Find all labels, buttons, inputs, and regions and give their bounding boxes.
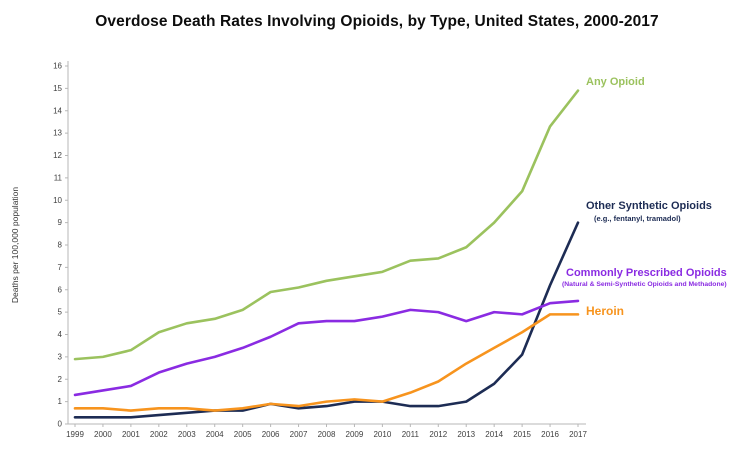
line-other-synthetic-opioids — [73, 221, 580, 419]
y-tick-label: 6 — [58, 285, 63, 294]
x-tick-label: 2017 — [569, 430, 587, 439]
y-tick-label: 9 — [58, 218, 63, 227]
y-tick-label: 8 — [58, 241, 63, 250]
legend-commonly-prescribed-opioids-sublabel: (Natural & Semi-Synthetic Opioids and Me… — [562, 281, 727, 288]
x-tick-label: 2010 — [373, 430, 391, 439]
x-tick-label: 2013 — [457, 430, 475, 439]
x-tick-label: 2006 — [262, 430, 280, 439]
x-tick-label: 2007 — [290, 430, 308, 439]
x-tick-label: 2008 — [318, 430, 336, 439]
y-tick-label: 2 — [58, 375, 63, 384]
x-tick-label: 2000 — [94, 430, 112, 439]
x-tick-label: 2014 — [485, 430, 503, 439]
y-tick-label: 13 — [53, 129, 62, 138]
legend-heroin: Heroin — [586, 304, 625, 318]
x-tick-label: 2005 — [234, 430, 252, 439]
y-tick-label: 15 — [53, 84, 62, 93]
y-tick-label: 5 — [58, 308, 63, 317]
y-tick-label: 12 — [53, 151, 62, 160]
x-tick-label: 2009 — [346, 430, 364, 439]
x-tick-label: 1999 — [66, 430, 84, 439]
x-tick-label: 2016 — [541, 430, 559, 439]
y-tick-label: 3 — [58, 352, 63, 361]
y-tick-label: 0 — [58, 420, 63, 429]
legend-other-synthetic-opioids-sublabel: (e.g., fentanyl, tramadol) — [594, 214, 681, 223]
line-any-opioid — [73, 89, 580, 361]
legend-any-opioid: Any Opioid — [586, 76, 645, 88]
y-tick-label: 11 — [54, 173, 63, 182]
legend-other-synthetic-opioids: Other Synthetic Opioids — [586, 200, 712, 212]
chart-title: Overdose Death Rates Involving Opioids, … — [95, 13, 659, 30]
line-heroin — [73, 313, 580, 412]
x-tick-label: 2011 — [402, 430, 420, 439]
legend-commonly-prescribed-opioids: Commonly Prescribed Opioids — [566, 267, 727, 279]
x-tick-label: 2003 — [178, 430, 196, 439]
x-tick-label: 2015 — [513, 430, 531, 439]
y-tick-label: 16 — [53, 62, 62, 71]
line-commonly-prescribed-opioids — [73, 299, 580, 397]
x-tick-label: 2002 — [150, 430, 168, 439]
y-tick-label: 14 — [53, 106, 62, 115]
y-tick-label: 10 — [53, 196, 62, 205]
x-tick-label: 2001 — [122, 430, 140, 439]
y-tick-label: 1 — [58, 397, 63, 406]
y-tick-label: 4 — [58, 330, 63, 339]
y-tick-label: 7 — [58, 263, 63, 272]
x-tick-label: 2012 — [429, 430, 447, 439]
x-tick-label: 2004 — [206, 430, 224, 439]
